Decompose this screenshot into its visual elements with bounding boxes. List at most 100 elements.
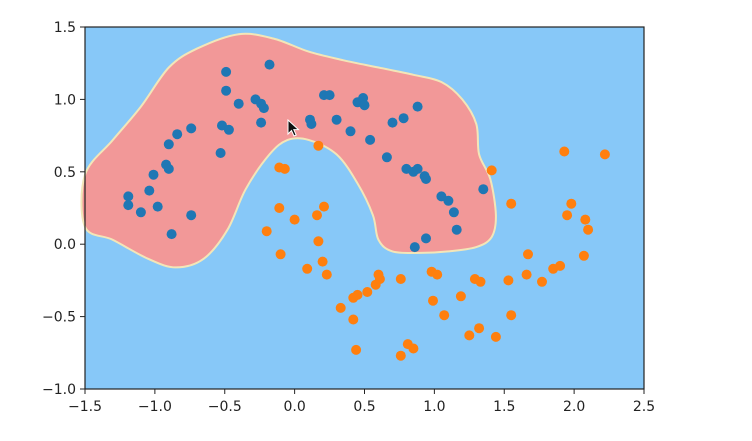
data-point-class-0: [448, 207, 459, 218]
data-point-class-1: [559, 146, 570, 157]
data-point-class-0: [258, 103, 269, 114]
data-point-class-1: [475, 276, 486, 287]
data-point-class-0: [163, 163, 174, 174]
y-tick-label: 1.0: [54, 92, 76, 108]
data-point-class-0: [387, 117, 398, 128]
data-point-class-1: [313, 236, 324, 247]
data-point-class-1: [555, 260, 566, 271]
x-tick-label: −1.5: [68, 399, 102, 415]
data-point-class-1: [537, 276, 547, 287]
data-point-class-0: [233, 98, 244, 109]
x-axis-ticks: −1.5 −1.0 −0.5 0.0 0.5 1.0 1.5 2.0 2.5: [68, 389, 655, 415]
data-point-class-0: [443, 195, 454, 206]
data-point-class-0: [331, 114, 342, 125]
x-tick-label: 2.5: [633, 399, 655, 415]
data-point-class-0: [123, 200, 134, 211]
data-point-class-1: [275, 249, 286, 260]
x-tick-label: 2.0: [563, 399, 585, 415]
y-tick-label: −1.0: [42, 382, 76, 398]
data-point-class-0: [306, 119, 317, 129]
data-point-class-1: [439, 310, 450, 321]
data-point-class-1: [319, 201, 329, 212]
data-point-class-0: [412, 101, 423, 112]
data-point-class-1: [583, 224, 594, 235]
data-point-class-1: [289, 214, 300, 225]
data-point-class-0: [221, 66, 232, 77]
data-point-class-1: [335, 302, 346, 313]
data-point-class-1: [464, 330, 475, 341]
data-point-class-1: [521, 269, 532, 280]
x-tick-label: −0.5: [208, 399, 242, 415]
data-point-class-0: [144, 185, 155, 196]
data-point-class-1: [562, 210, 573, 221]
x-tick-label: 0.0: [283, 399, 305, 415]
y-axis-ticks: 1.5 1.0 0.5 0.0 −0.5 −1.0: [42, 20, 85, 398]
data-point-class-1: [312, 210, 322, 221]
data-point-class-0: [412, 163, 423, 174]
data-point-class-0: [451, 224, 462, 235]
data-point-class-1: [486, 165, 497, 176]
data-point-class-0: [365, 134, 376, 145]
data-point-class-0: [398, 113, 409, 124]
data-point-class-1: [348, 314, 359, 325]
y-tick-label: 0.0: [54, 237, 76, 253]
data-point-class-0: [172, 129, 183, 140]
data-point-class-0: [152, 201, 163, 212]
data-point-class-0: [421, 174, 431, 184]
data-point-class-1: [566, 198, 577, 209]
data-point-class-1: [261, 226, 272, 237]
data-point-class-1: [523, 249, 533, 260]
data-point-class-1: [490, 331, 501, 342]
data-point-class-1: [373, 269, 384, 280]
data-point-class-1: [395, 350, 406, 361]
mouse-pointer-icon: [287, 119, 300, 137]
data-point-class-0: [223, 124, 234, 135]
data-point-class-0: [478, 184, 489, 195]
data-point-class-0: [163, 139, 174, 150]
data-point-class-1: [395, 274, 406, 284]
data-point-class-1: [352, 289, 363, 300]
data-point-class-0: [409, 242, 420, 253]
data-point-class-1: [432, 269, 443, 280]
data-point-class-1: [474, 323, 485, 334]
x-tick-label: 0.5: [353, 399, 375, 415]
data-point-class-1: [455, 291, 466, 302]
data-point-class-0: [324, 90, 335, 101]
data-point-class-0: [123, 191, 134, 202]
data-point-class-1: [317, 256, 328, 267]
data-point-class-1: [580, 214, 591, 225]
y-tick-label: 0.5: [54, 165, 76, 181]
data-point-class-0: [256, 117, 267, 128]
scatter-points: [123, 59, 610, 361]
data-point-class-1: [428, 295, 438, 306]
decision-region-area: [80, 32, 497, 269]
data-point-class-1: [302, 263, 313, 274]
data-point-class-1: [321, 269, 332, 280]
data-point-class-1: [506, 198, 517, 209]
data-point-class-1: [599, 149, 610, 160]
x-tick-label: 1.5: [493, 399, 515, 415]
data-point-class-1: [274, 203, 285, 213]
data-point-class-1: [351, 344, 362, 355]
y-tick-label: −0.5: [42, 310, 76, 326]
data-point-class-0: [186, 123, 197, 134]
data-point-class-1: [408, 343, 419, 354]
data-point-class-0: [264, 59, 275, 70]
data-point-class-1: [503, 275, 514, 286]
data-point-class-0: [359, 100, 370, 111]
data-point-class-1: [313, 140, 324, 151]
data-point-class-0: [166, 229, 177, 240]
data-point-class-0: [186, 210, 197, 221]
data-point-class-0: [148, 169, 159, 180]
data-point-class-0: [345, 126, 356, 137]
data-point-class-0: [381, 152, 392, 163]
data-point-class-1: [506, 310, 517, 321]
y-tick-label: 1.5: [54, 20, 76, 36]
data-point-class-0: [135, 207, 146, 218]
x-tick-label: 1.0: [423, 399, 445, 415]
data-point-class-1: [578, 250, 589, 261]
x-tick-label: −1.0: [138, 399, 172, 415]
data-point-class-1: [362, 287, 373, 297]
data-point-class-1: [279, 163, 290, 174]
